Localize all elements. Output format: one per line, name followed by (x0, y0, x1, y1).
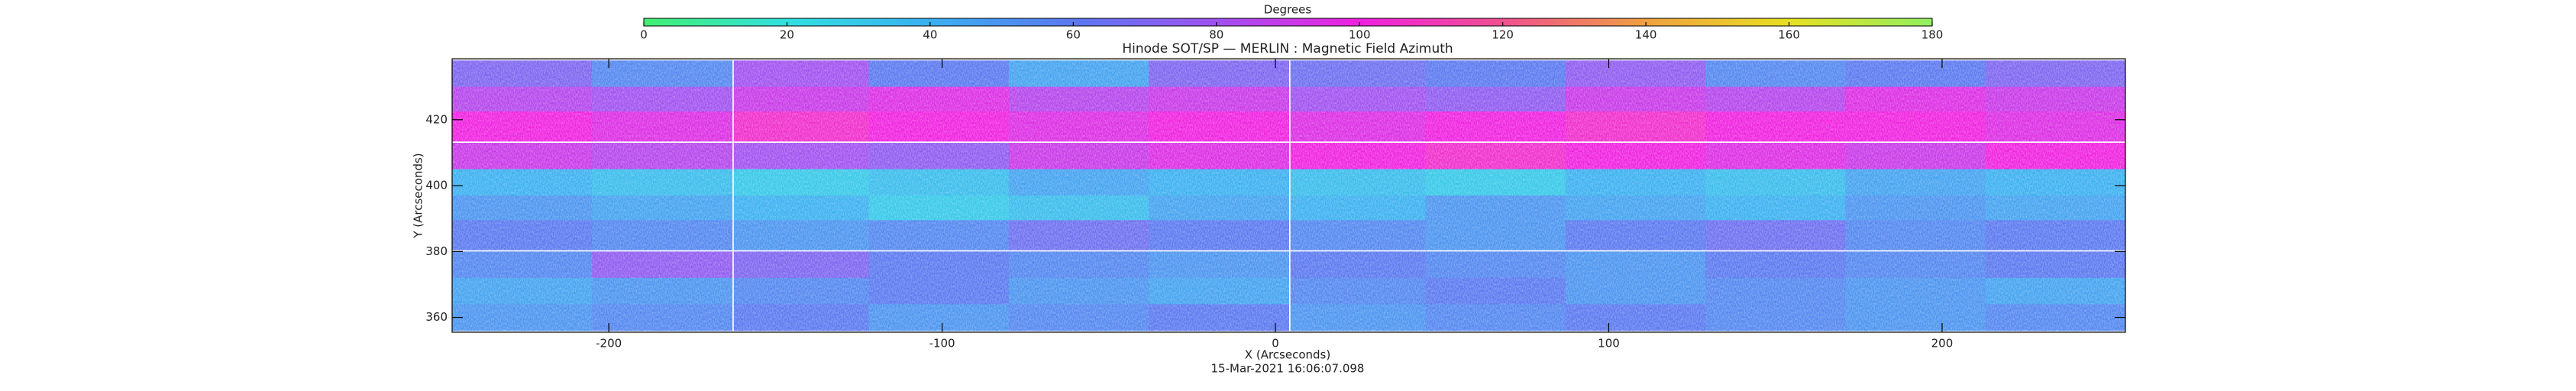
colorbar-tick-label: 60 (1066, 28, 1081, 42)
colorbar-tick-label: 140 (1635, 28, 1657, 42)
colorbar-tick-label: 100 (1349, 28, 1371, 42)
texture (452, 59, 2125, 332)
plot-frame (451, 58, 2126, 333)
colorbar-tick-label: 180 (1921, 28, 1944, 42)
timestamp: 15-Mar-2021 16:06:07.098 (1211, 362, 1365, 376)
y-tick-label: 360 (425, 310, 448, 324)
y-axis-label: Y (Arcseconds) (412, 153, 425, 238)
x-tick-label: 100 (1598, 337, 1620, 351)
colorbar-tick-label: 160 (1778, 28, 1800, 42)
colorbar-tick-label: 20 (780, 28, 794, 42)
x-tick-label: 0 (1272, 337, 1279, 351)
colorbar-tick-label: 0 (640, 28, 648, 42)
colorbar-label: Degrees (1264, 3, 1312, 17)
colorbar-tick-label: 120 (1492, 28, 1514, 42)
y-tick-label: 420 (425, 112, 448, 126)
colorbar-tick-label: 40 (923, 28, 937, 42)
x-tick-label: -200 (596, 337, 622, 351)
chart-title: Hinode SOT/SP — MERLIN : Magnetic Field … (1122, 41, 1453, 57)
colorbar-tick-label: 80 (1209, 28, 1223, 42)
y-tick-label: 400 (425, 179, 448, 192)
x-axis-label: X (Arcseconds) (1245, 348, 1330, 362)
y-tick-label: 380 (425, 244, 448, 258)
x-tick-label: -100 (929, 337, 955, 351)
x-tick-label: 200 (1931, 337, 1954, 351)
colorbar (643, 18, 1933, 27)
